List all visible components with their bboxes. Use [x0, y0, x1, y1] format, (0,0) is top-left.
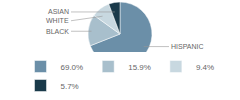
- svg-text:ASIAN: ASIAN: [48, 8, 69, 15]
- svg-text:9.4%: 9.4%: [196, 63, 214, 72]
- svg-text:WHITE: WHITE: [46, 17, 69, 24]
- svg-text:BLACK: BLACK: [46, 28, 69, 35]
- svg-text:5.7%: 5.7%: [61, 82, 79, 91]
- svg-text:HISPANIC: HISPANIC: [171, 43, 204, 50]
- svg-text:69.0%: 69.0%: [61, 63, 84, 72]
- svg-text:15.9%: 15.9%: [128, 63, 151, 72]
